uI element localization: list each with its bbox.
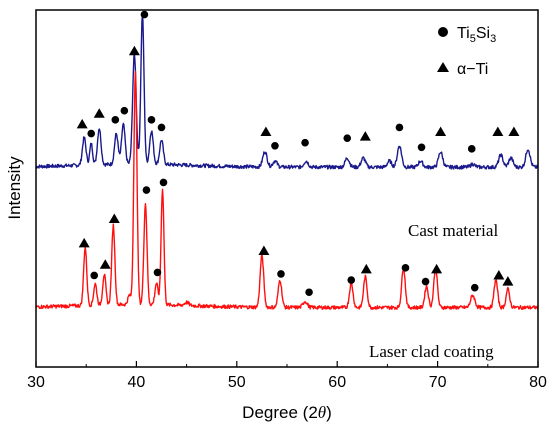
peak-marker-ti5si3	[153, 268, 162, 277]
x-axis-label-main: Degree (2	[242, 403, 318, 422]
x-tick-label: 70	[429, 374, 447, 391]
peak-marker-alpha-ti	[431, 263, 443, 274]
peak-marker-ti5si3	[87, 129, 96, 138]
legend-label-ti5si3: Ti5Si3	[457, 25, 496, 45]
y-axis-label: Intensity	[5, 156, 24, 220]
series-label-laser-clad-coating: Laser clad coating	[369, 342, 494, 361]
peak-marker-ti5si3	[395, 123, 404, 132]
peak-marker-ti5si3	[421, 277, 430, 286]
peak-marker-ti5si3	[301, 138, 309, 147]
series-line-cast-material	[35, 14, 539, 170]
peak-marker-ti5si3	[467, 145, 476, 153]
peak-marker-ti5si3	[111, 116, 120, 124]
series-label-cast-material: Cast material	[408, 221, 498, 240]
peak-marker-ti5si3	[140, 10, 149, 19]
peak-marker-ti5si3	[470, 283, 479, 292]
peak-marker-ti5si3	[417, 143, 426, 152]
peak-marker-ti5si3	[271, 141, 279, 150]
legend-sub-3: 3	[490, 33, 496, 45]
peak-marker-alpha-ti	[108, 213, 120, 224]
peak-marker-ti5si3	[343, 134, 352, 142]
peak-marker-alpha-ti	[258, 245, 270, 256]
x-axis-label-close: )	[326, 403, 332, 422]
x-tick-label: 40	[128, 374, 146, 391]
peak-marker-alpha-ti	[78, 237, 90, 248]
legend-circle-marker	[438, 27, 448, 37]
peak-marker-alpha-ti	[502, 276, 514, 286]
legend: Ti5Si3 α−Ti	[437, 25, 496, 78]
x-tick-label: 60	[328, 374, 346, 391]
peak-marker-ti5si3	[142, 186, 151, 194]
peak-marker-alpha-ti	[508, 126, 520, 137]
peak-marker-ti5si3	[120, 106, 129, 115]
peak-marker-alpha-ti	[492, 126, 504, 137]
peak-marker-alpha-ti	[360, 263, 372, 274]
plot-area: 30 40 50 60 70 80	[27, 9, 547, 391]
peak-marker-alpha-ti	[493, 269, 505, 280]
legend-ti: Ti	[457, 25, 470, 42]
x-tick-label: 80	[529, 374, 547, 391]
legend-si: Si	[476, 25, 490, 42]
x-axis-label-symbol: θ	[318, 403, 326, 422]
peak-marker-ti5si3	[305, 288, 313, 297]
peak-marker-alpha-ti	[260, 126, 272, 137]
x-tick-label: 50	[228, 374, 246, 391]
peak-marker-ti5si3	[157, 123, 166, 132]
marker-layer	[76, 10, 520, 297]
peak-marker-ti5si3	[277, 270, 285, 278]
legend-triangle-marker	[437, 62, 449, 72]
x-tick-label: 30	[27, 374, 45, 391]
peak-marker-ti5si3	[159, 178, 168, 187]
x-axis-label: Degree (2θ)	[242, 403, 332, 422]
peak-marker-alpha-ti	[76, 118, 88, 129]
peak-marker-alpha-ti	[435, 126, 447, 137]
legend-sub-5: 5	[470, 33, 476, 45]
peak-marker-ti5si3	[401, 264, 410, 272]
peak-marker-alpha-ti	[128, 45, 140, 56]
peak-marker-ti5si3	[90, 271, 99, 280]
tick-layer: 30 40 50 60 70 80	[27, 361, 547, 391]
legend-label-alpha-ti: α−Ti	[457, 61, 488, 78]
series-line-laser-clad-coating	[35, 70, 539, 311]
peak-marker-alpha-ti	[99, 259, 111, 269]
peak-marker-alpha-ti	[93, 108, 105, 118]
peak-marker-ti5si3	[347, 276, 356, 284]
peak-marker-ti5si3	[147, 116, 156, 124]
series-layer	[35, 14, 539, 311]
peak-marker-alpha-ti	[359, 131, 371, 141]
